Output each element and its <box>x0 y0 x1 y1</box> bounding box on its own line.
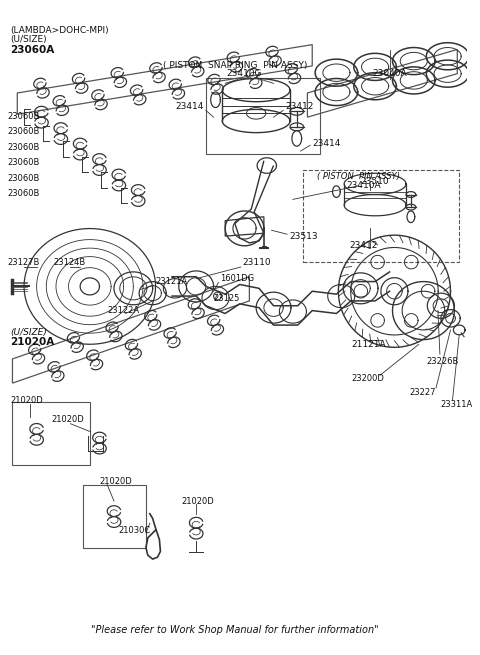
Text: 21020D: 21020D <box>99 477 132 486</box>
Text: 23414: 23414 <box>176 102 204 111</box>
Text: 23121A: 23121A <box>156 277 188 286</box>
Text: 21121A: 21121A <box>351 340 385 349</box>
Text: 23200D: 23200D <box>351 374 384 383</box>
Text: 23410G: 23410G <box>227 69 262 78</box>
Text: 23412: 23412 <box>349 241 377 250</box>
Text: 21020D: 21020D <box>182 496 215 506</box>
Bar <box>302 170 459 262</box>
Text: 23227: 23227 <box>409 388 435 398</box>
Text: 23060A: 23060A <box>11 45 55 56</box>
Text: 21020A: 21020A <box>11 337 55 348</box>
Text: 23060B: 23060B <box>8 143 40 152</box>
Text: 23060B: 23060B <box>8 158 40 167</box>
Text: 23513: 23513 <box>289 232 318 240</box>
Text: 23410A: 23410A <box>346 181 381 191</box>
Text: "Please refer to Work Shop Manual for further information": "Please refer to Work Shop Manual for fu… <box>91 625 379 635</box>
Text: ( PISTON  SNAP RING  PIN ASSY): ( PISTON SNAP RING PIN ASSY) <box>163 62 307 71</box>
Text: 23040A: 23040A <box>372 69 407 78</box>
Text: 23127B: 23127B <box>8 257 40 267</box>
Text: 23125: 23125 <box>214 293 240 303</box>
Text: ( PISTON  PIN ASSY): ( PISTON PIN ASSY) <box>317 172 400 181</box>
Text: 23122A: 23122A <box>107 306 139 315</box>
Bar <box>206 79 320 154</box>
Text: (U/SIZE): (U/SIZE) <box>11 328 48 337</box>
Text: 23510: 23510 <box>360 178 389 187</box>
Bar <box>12 402 90 465</box>
Text: 23110: 23110 <box>242 257 271 267</box>
Text: 23060B: 23060B <box>8 189 40 198</box>
Text: 21020D: 21020D <box>11 396 43 405</box>
Text: 1601DG: 1601DG <box>220 274 254 283</box>
Text: (U/SIZE): (U/SIZE) <box>11 35 47 45</box>
Text: (LAMBDA>DOHC-MPI): (LAMBDA>DOHC-MPI) <box>11 26 109 35</box>
Text: 23414: 23414 <box>312 139 341 148</box>
Text: 23060B: 23060B <box>8 112 40 121</box>
Text: 23311A: 23311A <box>441 400 473 409</box>
Text: 23060B: 23060B <box>8 127 40 136</box>
Text: 23226B: 23226B <box>426 358 459 366</box>
Bar <box>83 485 146 548</box>
Text: 21030C: 21030C <box>119 525 151 534</box>
Text: 23412: 23412 <box>285 102 313 111</box>
Text: 23124B: 23124B <box>53 257 85 267</box>
Text: 23060B: 23060B <box>8 174 40 183</box>
Text: 21020D: 21020D <box>51 415 84 424</box>
